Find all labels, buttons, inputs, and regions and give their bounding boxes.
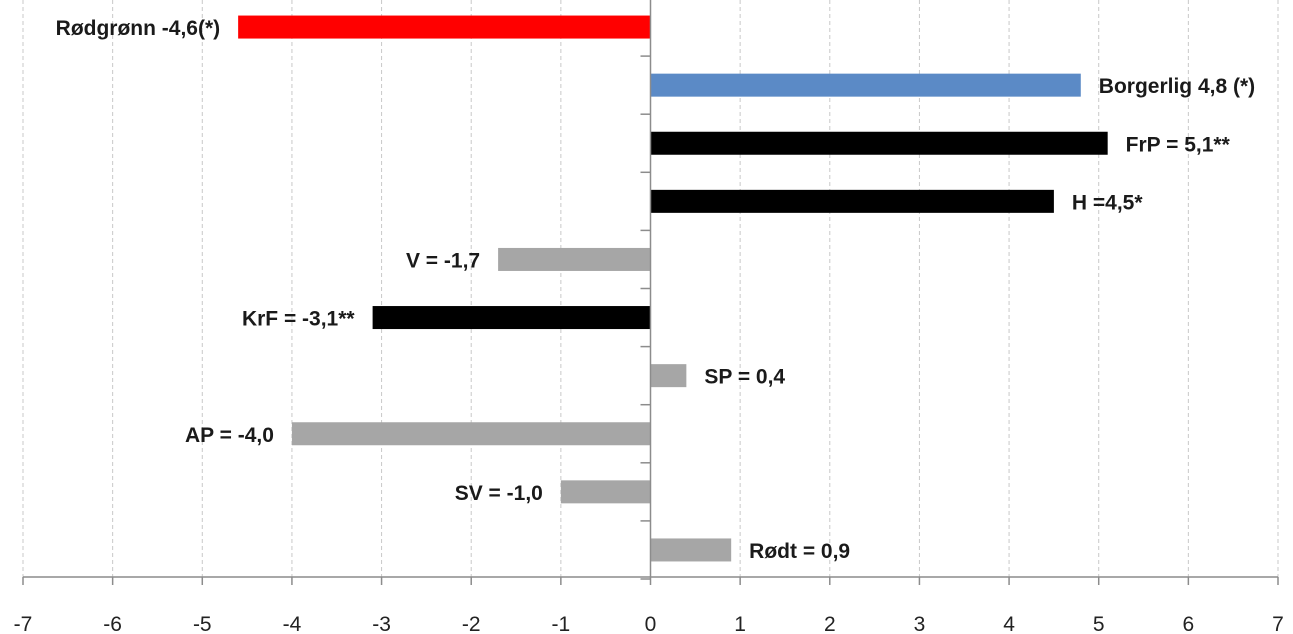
bar-h: [650, 189, 1054, 213]
x-tick-label: -1: [552, 613, 571, 634]
bar-label: V = -1,7: [406, 249, 480, 272]
bar-label: SP = 0,4: [704, 366, 785, 389]
x-tick-label: 0: [645, 613, 657, 634]
axes: [22, 0, 1279, 585]
bars: [238, 15, 1108, 562]
x-tick-label: 7: [1272, 613, 1284, 634]
bar-labels: Rødgrønn -4,6(*) Borgerlig 4,8 (*) FrP = 5…: [56, 17, 1256, 563]
x-tick-label: -5: [193, 613, 212, 634]
x-tick-label: 3: [914, 613, 926, 634]
bar-label: H =4,5*: [1072, 191, 1143, 214]
bar-label: FrP = 5,1**: [1126, 133, 1231, 156]
x-tick-label: 2: [824, 613, 836, 634]
gridlines: [22, 0, 1279, 577]
x-tick-labels: -7 -6 -5 -4 -3 -2 -1 0 1 2 3 4 5 6 7: [14, 613, 1284, 634]
x-tick-label: 4: [1003, 613, 1015, 634]
x-tick-label: -3: [372, 613, 391, 634]
bar-label: SV = -1,0: [455, 482, 543, 505]
bar-label: KrF = -3,1**: [242, 308, 355, 331]
x-tick-label: -6: [103, 613, 122, 634]
bar-ap: [291, 422, 651, 446]
x-tick-label: 6: [1183, 613, 1195, 634]
bar-label: Borgerlig 4,8 (*): [1099, 75, 1255, 98]
bar-krf: [372, 306, 651, 330]
bar-sp: [650, 364, 687, 388]
bar-sv: [560, 480, 651, 504]
x-tick-label: 5: [1093, 613, 1105, 634]
x-tick-label: -7: [14, 613, 33, 634]
bar-r-dgr-nn: [238, 15, 651, 39]
bar-label: AP = -4,0: [185, 424, 274, 447]
bar-r-dt: [650, 538, 732, 562]
bar-borgerlig: [650, 73, 1081, 97]
bar-v: [498, 247, 651, 271]
bar-label: Rødt = 0,9: [749, 540, 850, 563]
x-tick-label: 1: [734, 613, 746, 634]
x-tick-label: -2: [462, 613, 481, 634]
x-tick-label: -4: [283, 613, 302, 634]
bar-label: Rødgrønn -4,6(*): [56, 17, 220, 40]
bar-frp: [650, 131, 1108, 155]
